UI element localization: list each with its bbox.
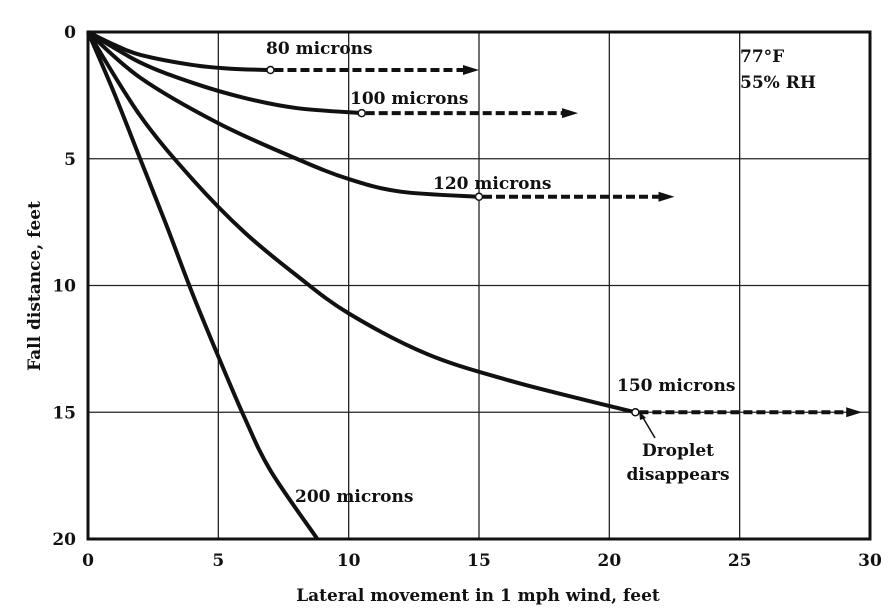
grid <box>86 30 872 541</box>
x-tick-label: 25 <box>728 551 752 571</box>
series-line-150 <box>86 30 636 415</box>
series-line-80 <box>87 30 271 73</box>
evaporation-point-150 <box>631 408 640 417</box>
curves <box>86 30 863 541</box>
series-label-200: 200 microns <box>295 487 413 507</box>
x-tick-label: 10 <box>337 551 361 571</box>
x-tick-label: 0 <box>82 551 94 571</box>
tick-labels: 0 5 10 15 20 25 30 0 5 10 15 20 <box>52 23 882 571</box>
series-label-80: 80 microns <box>266 39 373 59</box>
humidity-label: 55% RH <box>740 73 816 93</box>
annotation-arrowhead <box>639 411 646 420</box>
x-tick-label: 5 <box>212 551 224 571</box>
x-tick-label: 20 <box>597 551 621 571</box>
y-axis-label: Fall distance, feet <box>25 201 45 371</box>
evaporation-point-100 <box>357 108 366 118</box>
drift-arrowhead-100 <box>562 108 579 119</box>
drift-arrowhead-150 <box>846 407 863 418</box>
x-tick-label: 30 <box>858 551 882 571</box>
annotation-droplet: Droplet <box>642 441 714 461</box>
series-line-200 <box>86 31 320 541</box>
series-line-100 <box>86 30 362 116</box>
x-axis-label: Lateral movement in 1 mph wind, feet <box>296 586 660 606</box>
annotation-disappears: disappears <box>626 465 729 485</box>
series-line-120 <box>86 30 480 199</box>
drift-arrowhead-120 <box>658 191 675 202</box>
evaporation-point-80 <box>266 65 275 75</box>
plot-frame <box>86 30 872 541</box>
y-tick-label: 20 <box>52 530 76 550</box>
x-tick-label: 15 <box>467 551 491 571</box>
series-label-100: 100 microns <box>350 89 468 109</box>
y-tick-label: 0 <box>64 23 76 43</box>
temperature-label: 77°F <box>740 47 784 67</box>
series-label-150: 150 microns <box>617 376 735 396</box>
drift-arrowhead-80 <box>463 65 479 76</box>
y-tick-label: 10 <box>52 277 76 297</box>
series-label-120: 120 microns <box>433 174 551 194</box>
y-tick-label: 15 <box>52 403 76 423</box>
annotation-pointer <box>641 415 656 439</box>
evaporation-point-120 <box>474 192 484 202</box>
y-tick-label: 5 <box>64 150 76 170</box>
